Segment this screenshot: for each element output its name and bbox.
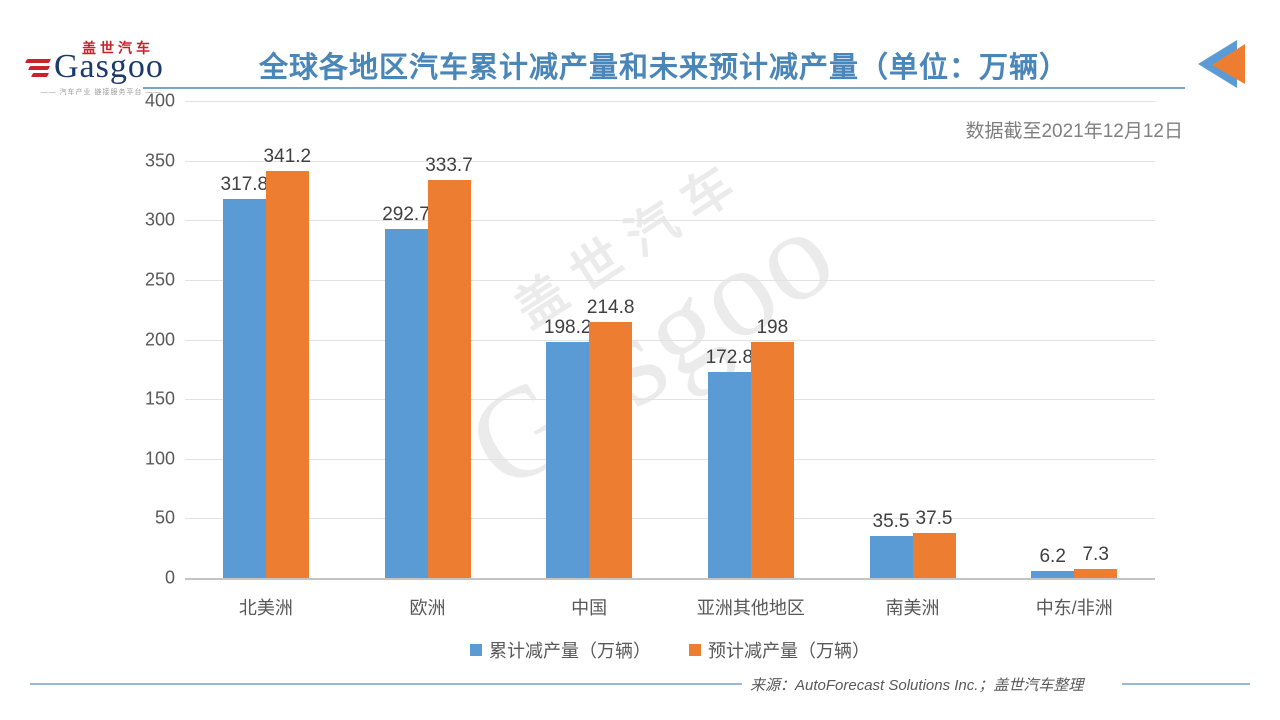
bar: 172.8 bbox=[706, 347, 753, 578]
gridline bbox=[185, 101, 1155, 102]
logo-row: Gasgoo bbox=[24, 38, 176, 85]
gridline bbox=[185, 339, 1155, 341]
category-label: 南美洲 bbox=[885, 598, 940, 618]
y-tick-label: 200 bbox=[144, 329, 175, 349]
legend-label: 累计减产量（万辆） bbox=[489, 641, 651, 661]
legend-label: 预计减产量（万辆） bbox=[708, 641, 870, 661]
bar-groups: 317.8 341.2 292.7 333.7 198.2 214.8 172.8 198 35… bbox=[185, 101, 1155, 578]
bar: 292.7 bbox=[382, 204, 430, 578]
y-tick-label: 50 bbox=[154, 507, 175, 528]
y-tick-label: 250 bbox=[144, 269, 175, 290]
bar-value-label: 214.8 bbox=[586, 296, 635, 318]
bar: 333.7 bbox=[425, 155, 473, 578]
x-axis-labels: 北美洲 欧洲 中国 亚洲其他地区 南美洲 中东/非洲 bbox=[185, 594, 1155, 620]
gridline bbox=[185, 220, 1155, 222]
category-label: 欧洲 bbox=[409, 598, 446, 618]
category-label: 中国 bbox=[571, 598, 608, 618]
bar-value-label: 35.5 bbox=[872, 510, 910, 532]
y-tick-label: 350 bbox=[144, 150, 175, 171]
bar-value-label: 317.8 bbox=[220, 174, 269, 196]
gridline bbox=[185, 279, 1155, 281]
legend-swatch bbox=[689, 644, 701, 656]
bar: 214.8 bbox=[587, 297, 634, 578]
bar: 198.2 bbox=[544, 317, 591, 578]
legend-swatch bbox=[470, 644, 482, 656]
legend-item: 预计减产量（万辆） bbox=[689, 637, 870, 663]
bar-group: 198.2 214.8 bbox=[508, 101, 670, 578]
data-cutoff-note: 数据截至2021年12月12日 bbox=[965, 121, 1183, 142]
bar-value-label: 6.2 bbox=[1039, 545, 1066, 567]
gasgoo-logo: 盖世汽车 Gasgoo —— 汽车产业 链接服务平台 —— bbox=[24, 38, 176, 97]
logo-cn-text: 盖世汽车 bbox=[82, 40, 154, 56]
gridline bbox=[185, 399, 1155, 401]
bar-group: 172.8 198 bbox=[670, 101, 832, 578]
y-tick-label: 400 bbox=[144, 90, 175, 111]
bar: 6.2 bbox=[1031, 546, 1075, 578]
bar-value-label: 198.2 bbox=[543, 316, 592, 338]
y-tick-label: 150 bbox=[144, 388, 175, 409]
logo-en-text: Gasgoo bbox=[54, 48, 164, 85]
bar-value-label: 198 bbox=[756, 316, 789, 338]
bar-value-label: 37.5 bbox=[915, 508, 953, 530]
bar-group: 35.5 37.5 bbox=[832, 101, 994, 578]
bar: 35.5 bbox=[869, 511, 913, 578]
y-tick-label: 100 bbox=[144, 448, 175, 469]
logo-tagline: —— 汽车产业 链接服务平台 —— bbox=[40, 89, 162, 96]
bar-value-label: 292.7 bbox=[382, 203, 430, 225]
footer-rule-left bbox=[30, 683, 742, 685]
category-label: 亚洲其他地区 bbox=[696, 598, 805, 618]
y-tick-label: 300 bbox=[144, 209, 175, 230]
gridline bbox=[185, 458, 1155, 460]
plot-area: 0 50 100 150 200 250 300 350 400 317.8 341.2 292.7 3… bbox=[145, 91, 1155, 588]
bar: 7.3 bbox=[1074, 544, 1118, 578]
gridline bbox=[185, 160, 1155, 162]
bar-value-label: 341.2 bbox=[263, 146, 312, 168]
gridline bbox=[185, 518, 1155, 520]
y-tick-label: 0 bbox=[164, 567, 175, 588]
legend-item: 累计减产量（万辆） bbox=[470, 637, 651, 663]
title-underline bbox=[143, 87, 1185, 89]
play-triangles-icon bbox=[1198, 40, 1245, 88]
bar-group: 317.8 341.2 bbox=[185, 101, 347, 578]
bar: 198 bbox=[750, 317, 794, 578]
bar-group: 292.7 333.7 bbox=[347, 101, 509, 578]
gridline bbox=[185, 578, 1155, 580]
bar-group: 6.2 7.3 bbox=[993, 101, 1155, 578]
legend: 累计减产量（万辆） 预计减产量（万辆） bbox=[185, 637, 1155, 663]
chart-title: 全球各地区汽车累计减产量和未来预计减产量（单位：万辆） bbox=[258, 52, 1069, 84]
footer-rule-right bbox=[1122, 683, 1250, 685]
category-label: 北美洲 bbox=[238, 598, 293, 618]
bar: 317.8 bbox=[221, 174, 268, 578]
bar: 341.2 bbox=[264, 146, 311, 578]
bar-value-label: 172.8 bbox=[705, 346, 754, 368]
logo-stripes-icon bbox=[24, 59, 52, 77]
bar: 37.5 bbox=[912, 508, 956, 578]
source-text: 来源：AutoForecast Solutions Inc.；盖世汽车整理 bbox=[750, 677, 1084, 694]
bar-value-label: 7.3 bbox=[1082, 544, 1109, 566]
category-label: 中东/非洲 bbox=[1035, 598, 1113, 618]
bar-value-label: 333.7 bbox=[425, 155, 473, 177]
